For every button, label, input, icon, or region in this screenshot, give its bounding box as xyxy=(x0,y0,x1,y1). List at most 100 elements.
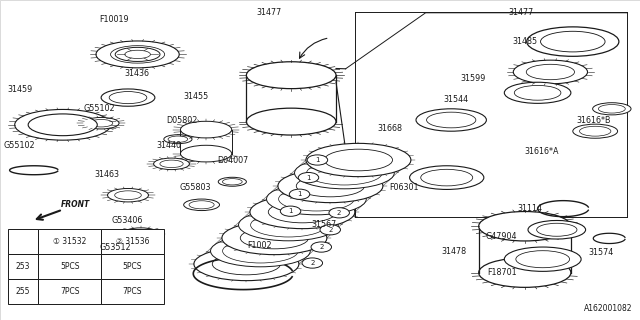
Ellipse shape xyxy=(223,179,242,185)
Ellipse shape xyxy=(31,115,94,135)
Ellipse shape xyxy=(180,121,232,138)
Text: G53406: G53406 xyxy=(112,216,143,225)
Text: 31616*A: 31616*A xyxy=(525,147,559,156)
Ellipse shape xyxy=(96,41,179,68)
Ellipse shape xyxy=(416,109,486,131)
Text: 31668: 31668 xyxy=(378,124,403,132)
Ellipse shape xyxy=(125,50,150,59)
Text: F06301: F06301 xyxy=(389,183,419,192)
Text: F10019: F10019 xyxy=(99,15,129,24)
Text: 31478: 31478 xyxy=(442,247,467,256)
Ellipse shape xyxy=(180,145,232,162)
Ellipse shape xyxy=(573,124,618,138)
Circle shape xyxy=(320,225,340,235)
Ellipse shape xyxy=(246,108,336,135)
Text: G47904: G47904 xyxy=(485,232,516,241)
Ellipse shape xyxy=(218,177,246,186)
Ellipse shape xyxy=(184,199,220,211)
Circle shape xyxy=(289,189,310,199)
Bar xyxy=(38,229,101,254)
Ellipse shape xyxy=(246,62,336,89)
Text: 253: 253 xyxy=(16,262,30,271)
Ellipse shape xyxy=(118,253,136,259)
Ellipse shape xyxy=(101,89,155,106)
Text: 31477: 31477 xyxy=(509,8,534,17)
Text: ① 31532: ① 31532 xyxy=(53,237,86,246)
Text: 2: 2 xyxy=(319,244,323,250)
Text: 1: 1 xyxy=(315,157,320,163)
Ellipse shape xyxy=(109,92,147,104)
Ellipse shape xyxy=(526,64,575,80)
Ellipse shape xyxy=(129,230,152,237)
Ellipse shape xyxy=(278,169,383,203)
Ellipse shape xyxy=(251,213,326,237)
Bar xyxy=(8,279,38,304)
Ellipse shape xyxy=(168,136,188,142)
Ellipse shape xyxy=(536,223,577,236)
Text: F18701: F18701 xyxy=(488,268,517,277)
Text: 255: 255 xyxy=(16,287,30,296)
Ellipse shape xyxy=(189,201,214,209)
Text: 7PCS: 7PCS xyxy=(60,287,79,296)
Text: 31455: 31455 xyxy=(184,92,209,100)
Ellipse shape xyxy=(324,149,392,171)
Text: 2: 2 xyxy=(310,260,314,266)
Ellipse shape xyxy=(598,105,625,113)
Ellipse shape xyxy=(278,187,354,211)
Ellipse shape xyxy=(294,157,394,189)
Ellipse shape xyxy=(240,227,308,249)
Ellipse shape xyxy=(513,60,588,84)
Text: 31485: 31485 xyxy=(512,37,537,46)
Ellipse shape xyxy=(266,183,366,215)
Ellipse shape xyxy=(504,82,571,103)
Ellipse shape xyxy=(222,221,327,255)
Text: ② 31536: ② 31536 xyxy=(116,237,149,246)
Ellipse shape xyxy=(479,212,571,241)
Text: 5PCS: 5PCS xyxy=(123,262,142,271)
Circle shape xyxy=(307,155,328,165)
Ellipse shape xyxy=(420,169,473,186)
Bar xyxy=(38,254,101,279)
Text: 31567: 31567 xyxy=(312,220,337,229)
Ellipse shape xyxy=(114,252,140,260)
Text: G55102: G55102 xyxy=(83,104,115,113)
Text: A162001082: A162001082 xyxy=(584,304,632,313)
Ellipse shape xyxy=(108,188,148,202)
Ellipse shape xyxy=(296,175,365,197)
Ellipse shape xyxy=(15,109,111,140)
Ellipse shape xyxy=(528,220,586,239)
Bar xyxy=(101,229,164,254)
Text: 2: 2 xyxy=(328,227,332,233)
Ellipse shape xyxy=(239,209,339,241)
Bar xyxy=(38,279,101,304)
Text: 31459: 31459 xyxy=(8,85,33,94)
Bar xyxy=(101,279,164,304)
Circle shape xyxy=(311,242,332,252)
Ellipse shape xyxy=(194,247,299,281)
Ellipse shape xyxy=(580,126,611,136)
Ellipse shape xyxy=(516,251,570,268)
Ellipse shape xyxy=(515,85,561,100)
Ellipse shape xyxy=(541,31,605,52)
Text: FRONT: FRONT xyxy=(61,200,90,209)
Ellipse shape xyxy=(164,135,192,144)
Ellipse shape xyxy=(111,46,164,63)
Circle shape xyxy=(280,206,301,216)
Ellipse shape xyxy=(212,253,280,275)
Text: 31477: 31477 xyxy=(256,8,281,17)
Bar xyxy=(101,254,164,279)
Text: D04007: D04007 xyxy=(218,156,249,164)
Ellipse shape xyxy=(115,47,160,61)
Text: 31436: 31436 xyxy=(125,69,150,78)
Ellipse shape xyxy=(123,228,159,239)
Text: G53512: G53512 xyxy=(99,244,131,252)
Ellipse shape xyxy=(90,119,113,127)
Text: G55803: G55803 xyxy=(179,183,211,192)
Ellipse shape xyxy=(410,166,484,189)
Text: 1: 1 xyxy=(297,191,302,197)
Text: 31114: 31114 xyxy=(517,204,542,212)
Text: 31544: 31544 xyxy=(444,95,468,104)
Bar xyxy=(8,254,38,279)
Ellipse shape xyxy=(527,27,619,56)
Ellipse shape xyxy=(223,239,298,263)
